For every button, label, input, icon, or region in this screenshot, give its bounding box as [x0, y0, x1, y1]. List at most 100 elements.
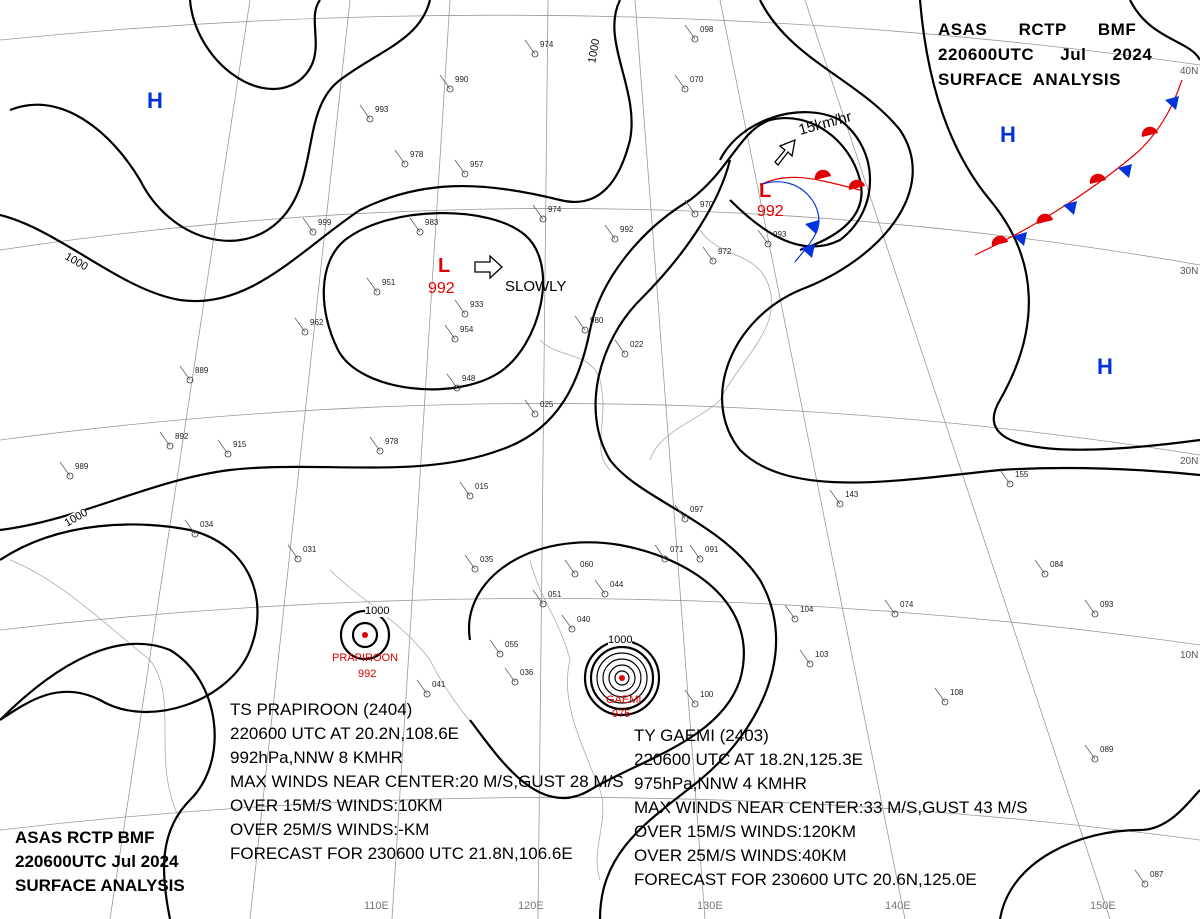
- wind-barb-icon: [1034, 559, 1046, 575]
- station-pressure: 989: [75, 462, 89, 471]
- wind-barb-icon: [359, 104, 371, 120]
- lat-label: 40N: [1180, 66, 1199, 77]
- low-pressure-marker: L: [438, 255, 451, 277]
- wind-barb-icon: [409, 217, 421, 233]
- wind-barb-icon: [524, 39, 536, 55]
- station-circle-icon: [709, 257, 717, 265]
- station-circle-icon: [691, 210, 699, 218]
- header-bottom-line2: 220600UTC Jul 2024: [15, 852, 179, 871]
- parallel-line: [0, 14, 1200, 66]
- station-circle-icon: [66, 472, 74, 480]
- station-circle-icon: [621, 350, 629, 358]
- station-pressure: 041: [432, 680, 446, 689]
- station-pressure: 999: [318, 218, 332, 227]
- station-circle-icon: [186, 376, 194, 384]
- wind-barb-icon: [444, 324, 456, 340]
- isobar: [1129, 0, 1200, 61]
- header-top-line2: 220600UTC Jul 2024: [938, 45, 1153, 64]
- wind-barb-icon: [1084, 599, 1096, 615]
- info-line: 220600 UTC AT 20.2N,108.6E: [230, 724, 460, 743]
- station-circle-icon: [1091, 755, 1099, 763]
- station-circle-icon: [376, 447, 384, 455]
- station-circle-icon: [806, 660, 814, 668]
- movement-arrow-icon: [774, 138, 796, 166]
- station-pressure: 108: [950, 688, 964, 697]
- wind-barb-icon: [934, 687, 946, 703]
- warm-front-icon: [1089, 173, 1106, 184]
- wind-barb-icon: [294, 317, 306, 333]
- station-circle-icon: [466, 492, 474, 500]
- isobar: [918, 0, 1200, 451]
- station-circle-icon: [891, 610, 899, 618]
- wind-barb-icon: [702, 246, 714, 262]
- station-circle-icon: [539, 215, 547, 223]
- station-circle-icon: [601, 590, 609, 598]
- meridian-line: [634, 0, 706, 919]
- info-line: OVER 15M/S WINDS:10KM: [230, 796, 443, 815]
- station-circle-icon: [373, 288, 381, 296]
- meridian-line: [109, 0, 251, 919]
- meridian-line: [719, 0, 906, 919]
- warm-front-icon: [991, 235, 1008, 246]
- station-circle-icon: [1091, 610, 1099, 618]
- wind-barb-icon: [416, 679, 428, 695]
- warm-front-icon: [848, 179, 865, 190]
- isobar: [614, 670, 630, 686]
- storm-name-label: GAEMI: [606, 694, 642, 706]
- station-pressure: 980: [590, 316, 604, 325]
- station-pressure: 022: [630, 340, 644, 349]
- station-pressure: 889: [195, 366, 209, 375]
- station-pressure: 993: [375, 105, 389, 114]
- station-pressure: 074: [900, 600, 914, 609]
- station-pressure: 103: [815, 650, 829, 659]
- wind-barb-icon: [757, 229, 769, 245]
- station-pressure: 957: [470, 160, 484, 169]
- meridian-line: [391, 0, 451, 919]
- wind-barb-icon: [394, 149, 406, 165]
- wind-barb-icon: [439, 74, 451, 90]
- lon-label: 110E: [364, 900, 389, 912]
- wind-barb-icon: [459, 481, 471, 497]
- station-circle-icon: [446, 85, 454, 93]
- wind-barb-icon: [504, 667, 516, 683]
- cold-front: [759, 181, 820, 263]
- wind-barb-icon: [184, 519, 196, 535]
- isobar: [467, 541, 745, 800]
- station-circle-icon: [301, 328, 309, 336]
- parallel-line: [0, 597, 1200, 646]
- wind-barb-icon: [594, 579, 606, 595]
- station-circle-icon: [581, 326, 589, 334]
- station-circle-icon: [471, 565, 479, 573]
- lat-label: 30N: [1180, 266, 1199, 277]
- station-circle-icon: [461, 310, 469, 318]
- wind-barb-icon: [532, 204, 544, 220]
- station-circle-icon: [1041, 570, 1049, 578]
- station-pressure: 143: [845, 490, 859, 499]
- station-circle-icon: [1141, 880, 1149, 888]
- info-line: 992hPa,NNW 8 KMHR: [230, 748, 403, 767]
- cold-front-icon: [1063, 201, 1077, 215]
- station-pressure: 978: [410, 150, 424, 159]
- warm-front: [759, 176, 861, 191]
- header-top-line1: ASAS RCTP BMF: [938, 20, 1137, 39]
- cold-front-icon: [1165, 96, 1179, 110]
- low-pressure-marker: L: [759, 180, 772, 202]
- lon-label: 120E: [518, 900, 544, 912]
- info-line: OVER 25M/S WINDS:-KM: [230, 820, 430, 839]
- wind-barb-icon: [464, 554, 476, 570]
- wind-barb-icon: [454, 159, 466, 175]
- station-circle-icon: [166, 442, 174, 450]
- wind-barb-icon: [561, 614, 573, 630]
- coastline: [539, 339, 611, 471]
- station-pressure: 071: [670, 545, 684, 554]
- coastline: [529, 559, 604, 881]
- wind-barb-icon: [366, 277, 378, 293]
- low-motion-label: SLOWLY: [505, 278, 567, 295]
- info-line: MAX WINDS NEAR CENTER:33 M/S,GUST 43 M/S: [634, 798, 1028, 817]
- wind-barb-icon: [614, 339, 626, 355]
- warm-front-icon: [1141, 126, 1158, 137]
- header-top-line3: SURFACE ANALYSIS: [938, 70, 1121, 89]
- station-circle-icon: [764, 240, 772, 248]
- cold-front-icon: [801, 244, 815, 258]
- station-pressure: 972: [718, 247, 732, 256]
